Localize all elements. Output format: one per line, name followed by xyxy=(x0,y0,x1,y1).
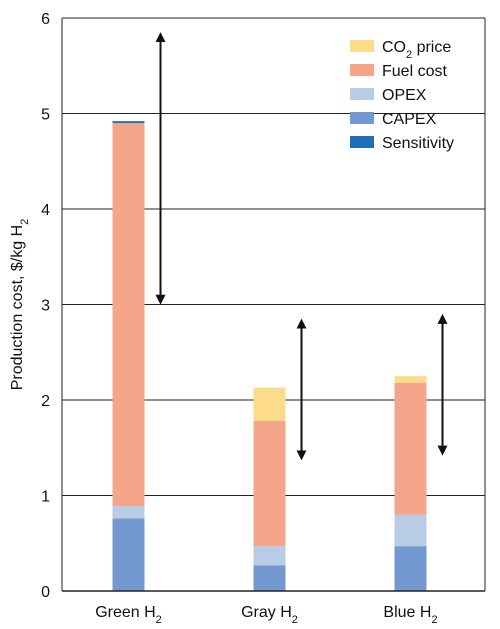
x-tick-label: Gray H2 xyxy=(241,604,298,626)
bar-segment-capex xyxy=(253,565,286,591)
bars xyxy=(112,121,427,591)
bar-segment-capex xyxy=(394,546,427,591)
bar-segment-capex xyxy=(112,518,145,591)
y-tick-label: 6 xyxy=(41,11,50,28)
bar-segment-sens xyxy=(112,121,145,124)
bar-segment-co2 xyxy=(253,387,286,422)
bar-segment-opex xyxy=(112,506,145,519)
bar-segment-fuel xyxy=(394,382,427,515)
legend-swatch-capex xyxy=(350,112,374,124)
bar-segment-opex xyxy=(394,514,427,547)
legend-swatch-co2 xyxy=(350,40,374,52)
y-tick-label: 3 xyxy=(41,298,50,315)
legend-label-sens: Sensitivity xyxy=(382,135,454,152)
y-tick-label: 4 xyxy=(41,202,50,219)
y-tick-label: 5 xyxy=(41,107,50,124)
bar-segment-opex xyxy=(253,546,286,566)
y-axis-label: Production cost, $/kg H2 xyxy=(9,219,31,391)
bar-segment-fuel xyxy=(253,421,286,547)
legend-label-opex: OPEX xyxy=(382,87,427,104)
y-tick-label: 2 xyxy=(41,393,50,410)
legend: CO2 price Fuel cost OPEX CAPEX Sensitivity xyxy=(350,39,454,152)
axes: 0 1 2 3 4 5 6 Production cost, $/kg H2 Green H2 G… xyxy=(9,11,486,626)
y-tick-label: 1 xyxy=(41,489,50,506)
legend-label-fuel: Fuel cost xyxy=(382,63,447,80)
legend-label-co2: CO2 price xyxy=(382,39,451,61)
x-tick-label: Green H2 xyxy=(95,604,162,626)
legend-swatch-opex xyxy=(350,88,374,100)
bar-segment-fuel xyxy=(112,123,145,507)
legend-label-capex: CAPEX xyxy=(382,111,437,128)
bar-segment-co2 xyxy=(394,376,427,383)
legend-swatch-sens xyxy=(350,136,374,148)
y-tick-label: 0 xyxy=(41,584,50,601)
x-tick-label: Blue H2 xyxy=(383,604,437,626)
legend-swatch-fuel xyxy=(350,64,374,76)
sensitivity-ranges xyxy=(155,32,448,461)
